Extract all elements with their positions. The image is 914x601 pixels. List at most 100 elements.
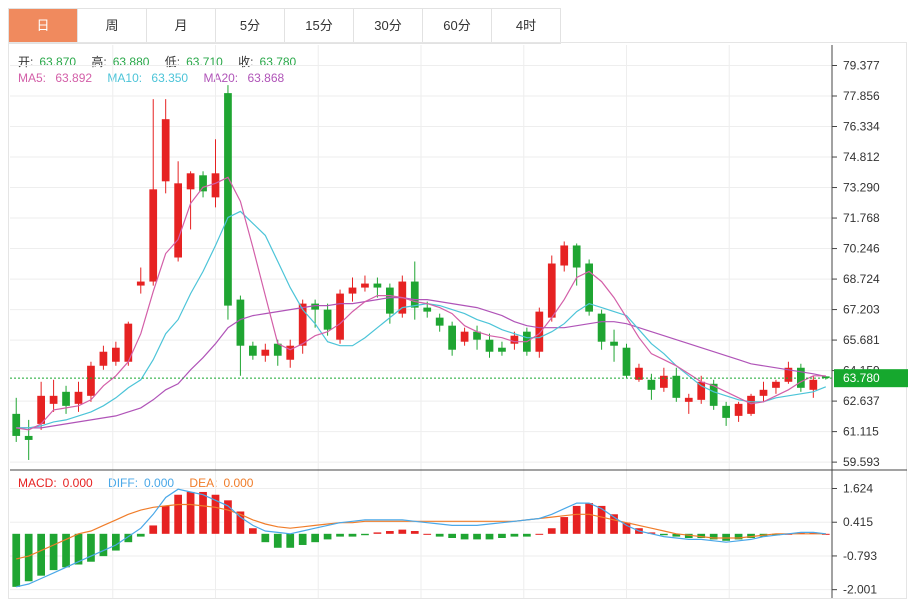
macd-legend: MACD: 0.000 DIFF: 0.000 DEA: 0.000 [18, 476, 265, 490]
ma10-line [16, 210, 827, 429]
ma20-label: MA20: [203, 71, 242, 85]
macd-bar [373, 532, 382, 534]
macd-axis-label: -0.793 [843, 549, 877, 563]
candle-body [12, 413, 21, 436]
price-axis-label: 62.637 [843, 394, 880, 408]
candle-body [224, 93, 232, 306]
candle-body [174, 183, 182, 258]
candle-body [261, 349, 270, 356]
candle-body [734, 403, 743, 416]
macd-bar [523, 533, 531, 537]
candle-body [323, 309, 332, 330]
price-axis-label: 77.856 [843, 89, 880, 103]
tab-3[interactable]: 5分 [216, 9, 285, 43]
macd-bar [112, 533, 120, 551]
candle-body [24, 435, 33, 440]
ma5-label: MA5: [18, 71, 50, 85]
candle-body [473, 331, 481, 340]
macd-bar [560, 517, 569, 534]
macd-label: MACD: [18, 476, 57, 490]
candle-body [535, 311, 544, 352]
tab-6[interactable]: 60分 [423, 9, 492, 43]
candle-body [547, 263, 556, 318]
candle-body [809, 379, 818, 390]
candle-body [697, 381, 706, 400]
macd-value: 0.000 [62, 476, 93, 490]
macd-bar [460, 533, 469, 540]
candle-body [784, 367, 793, 382]
tab-2[interactable]: 月 [147, 9, 216, 43]
candle-body [311, 303, 319, 310]
ma5-line [16, 176, 826, 431]
candle-body [684, 397, 693, 402]
macd-bar [647, 532, 656, 534]
macd-bar [311, 533, 319, 543]
macd-bar [622, 522, 631, 534]
tab-4[interactable]: 15分 [285, 9, 354, 43]
macd-bar [361, 533, 369, 536]
candle-body [112, 347, 120, 362]
macd-bar [747, 533, 755, 538]
candle-body [361, 283, 369, 288]
macd-bar [410, 531, 419, 534]
macd-bar [211, 494, 220, 534]
price-axis-label: 79.377 [843, 59, 880, 73]
candle-body [597, 313, 606, 342]
candle-body [386, 287, 394, 314]
tab-0[interactable]: 日 [9, 9, 78, 43]
macd-bar [510, 533, 519, 537]
candle-body [236, 299, 245, 346]
candle-body [273, 343, 282, 356]
macd-bar [286, 533, 295, 548]
candle-body [510, 335, 519, 344]
candle-body [448, 325, 456, 350]
macd-bar [797, 532, 805, 534]
macd-bar [585, 503, 593, 534]
macd-bar [722, 533, 730, 541]
ma10-label: MA10: [107, 71, 146, 85]
candle-body [572, 245, 581, 268]
price-axis-label: 68.724 [843, 272, 880, 286]
macd-axis-label: 0.415 [843, 515, 873, 529]
candle-body [622, 347, 631, 376]
macd-bar [186, 491, 195, 534]
candle-body [99, 351, 108, 366]
candle-body [348, 287, 357, 294]
candle-body [124, 323, 133, 362]
macd-bar [485, 533, 494, 540]
macd-bar [249, 528, 257, 534]
price-axis-label: 67.203 [843, 303, 880, 317]
macd-bar [597, 505, 606, 534]
chart-frame [8, 42, 907, 599]
price-axis-label: 59.593 [843, 455, 880, 469]
diff-label: DIFF: [108, 476, 139, 490]
tab-7[interactable]: 4时 [492, 9, 561, 43]
macd-bar [87, 533, 95, 562]
macd-bar [684, 533, 693, 538]
macd-bar [610, 514, 618, 534]
tab-5[interactable]: 30分 [354, 9, 423, 43]
macd-bar [572, 505, 581, 534]
macd-bar [498, 533, 506, 538]
candle-body [759, 389, 768, 396]
macd-bar [323, 533, 332, 540]
candle-body [647, 379, 656, 390]
candle-body [585, 263, 593, 312]
tab-1[interactable]: 周 [78, 9, 147, 43]
macd-bar [161, 505, 170, 534]
candle-body [660, 375, 668, 388]
price-axis-label: 71.768 [843, 211, 880, 225]
ma-legend: MA5: 63.892 MA10: 63.350 MA20: 63.868 [18, 71, 296, 85]
macd-bar [660, 533, 668, 536]
candle-body [249, 345, 257, 356]
candle-body [211, 173, 220, 198]
candle-body [747, 395, 755, 414]
candle-body [772, 381, 780, 388]
macd-bar [224, 500, 232, 534]
candle-body [435, 317, 444, 326]
dea-label: DEA: [189, 476, 218, 490]
price-axis-label: 61.115 [843, 425, 879, 439]
candle-body [37, 395, 45, 424]
diff-value: 0.000 [144, 476, 175, 490]
